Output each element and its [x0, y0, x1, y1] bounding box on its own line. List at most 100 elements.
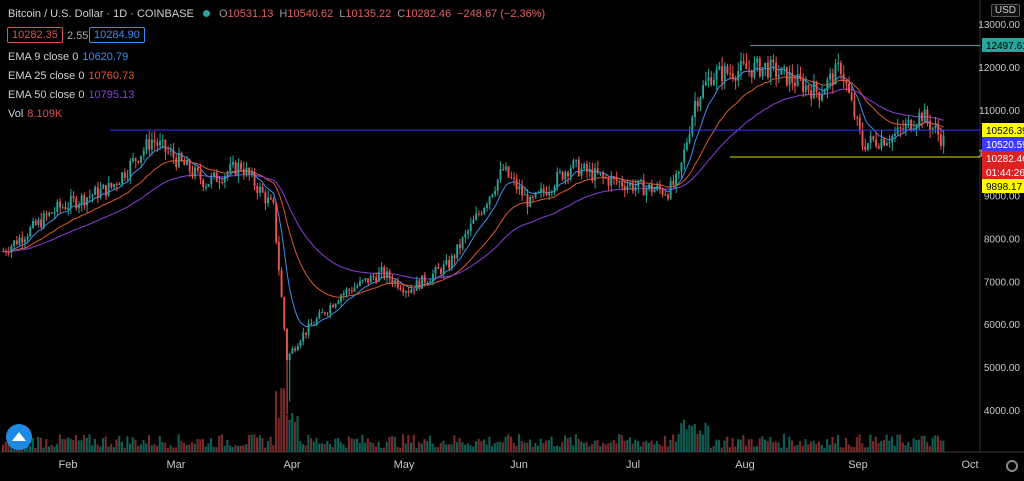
volume-bar	[569, 437, 571, 452]
indicator-row[interactable]: EMA 9 close 0 10620.79	[8, 51, 128, 63]
volume-bar	[237, 446, 239, 452]
candle-body	[305, 333, 307, 335]
volume-bar	[867, 447, 869, 452]
volume-bar	[505, 437, 507, 452]
currency-button[interactable]: USD	[991, 4, 1020, 17]
candle-body	[786, 67, 788, 85]
ema-50-line	[3, 89, 943, 279]
volume-bar	[191, 442, 193, 452]
candle-body	[899, 127, 901, 128]
volume-bar	[710, 448, 712, 452]
candle-body	[586, 164, 588, 172]
volume-bar	[726, 437, 728, 452]
volume-bar	[264, 448, 266, 452]
candle-body	[156, 143, 158, 146]
candle-body	[643, 180, 645, 196]
volume-bar	[586, 442, 588, 452]
candle-body	[391, 279, 393, 284]
candle-body	[102, 185, 104, 189]
volume-bar	[240, 446, 242, 452]
candle-body	[16, 241, 18, 245]
volume-bar	[167, 448, 169, 452]
volume-bar	[642, 442, 644, 452]
volume-bar	[759, 438, 761, 452]
candle-body	[337, 301, 339, 303]
volume-bar	[348, 436, 350, 452]
candle-body	[597, 168, 599, 173]
candle-body	[91, 195, 93, 196]
candle-body	[902, 129, 904, 130]
candle-body	[405, 291, 407, 292]
volume-bar	[640, 446, 642, 452]
volume-bar	[248, 435, 250, 452]
volume-bar	[929, 446, 931, 452]
candle-body	[526, 194, 528, 207]
volume-bar	[67, 438, 69, 452]
buy-price-button[interactable]: 10284.90	[89, 27, 145, 43]
volume-bar	[683, 420, 685, 452]
volume-bar	[324, 444, 326, 452]
candle-body	[880, 139, 882, 149]
volume-bar	[283, 389, 285, 452]
candle-body	[94, 187, 96, 195]
volume-bar	[267, 441, 269, 452]
volume-bar	[734, 446, 736, 452]
volume-bar	[891, 436, 893, 452]
volume-bar	[594, 441, 596, 452]
indicator-row[interactable]: EMA 25 close 0 10760.73	[8, 70, 134, 82]
indicator-row[interactable]: EMA 50 close 0 10795.13	[8, 89, 134, 101]
candle-body	[240, 163, 242, 169]
volume-bar	[351, 438, 353, 452]
candle-body	[78, 204, 80, 208]
candle-body	[664, 195, 666, 196]
volume-bar	[764, 440, 766, 452]
candle-body	[402, 290, 404, 293]
candle-body	[213, 172, 215, 176]
candle-body	[651, 185, 653, 193]
candle-body	[13, 241, 15, 246]
candle-body	[551, 191, 553, 192]
candle-body	[437, 267, 439, 269]
candle-body	[813, 82, 815, 98]
volume-bar	[48, 446, 50, 452]
volume-bar	[886, 435, 888, 452]
candle-body	[348, 289, 350, 290]
candle-body	[351, 290, 353, 291]
candle-body	[653, 190, 655, 193]
volume-bar	[588, 446, 590, 452]
candle-body	[162, 140, 164, 141]
tradingview-logo-icon[interactable]	[6, 424, 32, 450]
volume-bar	[153, 444, 155, 452]
candle-body	[462, 238, 464, 249]
volume-bar	[623, 441, 625, 452]
volume-bar	[691, 426, 693, 452]
candle-body	[721, 66, 723, 81]
candle-body	[491, 194, 493, 196]
candle-body	[499, 169, 501, 179]
volume-bar	[859, 434, 861, 452]
candle-body	[554, 187, 556, 191]
volume-bar	[140, 444, 142, 452]
candle-body	[229, 164, 231, 172]
volume-bar	[575, 434, 577, 452]
candle-body	[678, 172, 680, 174]
candle-body	[256, 186, 258, 193]
volume-bar	[151, 445, 153, 452]
volume-bar	[502, 442, 504, 452]
candle-body	[497, 179, 499, 191]
sell-price-button[interactable]: 10282.35	[7, 27, 63, 43]
volume-bar	[453, 435, 455, 452]
candle-body	[186, 160, 188, 165]
candle-body	[816, 82, 818, 92]
volume-bar	[667, 446, 669, 452]
volume-bar	[388, 437, 390, 452]
indicator-row[interactable]: Vol 8.109K	[8, 108, 62, 120]
gear-icon[interactable]	[1006, 460, 1018, 472]
candle-body	[302, 333, 304, 342]
volume-bar	[607, 443, 609, 452]
volume-bar	[467, 443, 469, 452]
candle-body	[843, 74, 845, 81]
candle-body	[275, 203, 277, 242]
